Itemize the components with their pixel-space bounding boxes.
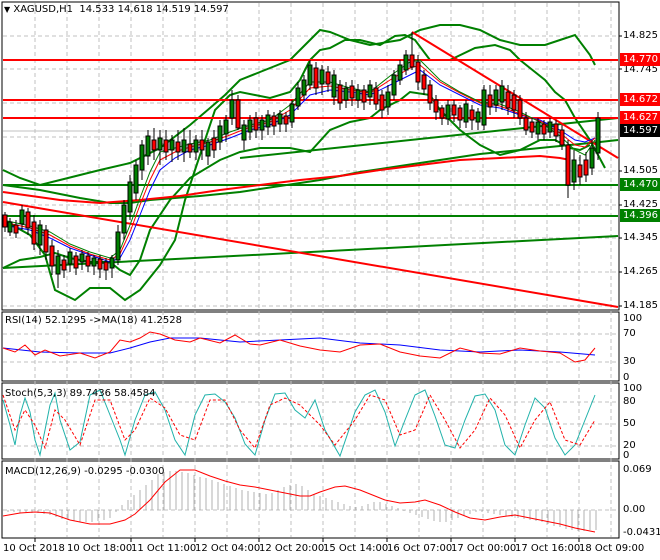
price-axis-label: 14.745 [623,64,658,75]
stoch-lines [2,389,596,458]
price-axis-label: 14.185 [623,300,658,311]
level-tag-resistance: 14.770 [620,53,660,66]
time-axis-label: 12 Oct 04:00 [195,543,261,554]
level-tag-resistance: 14.672 [620,93,660,106]
rsi-label: RSI(14) 52.1295 ->MA(18) 41.2528 [5,315,182,326]
time-axis-label: 17 Oct 16:00 [515,543,581,554]
time-axis-label: 16 Oct 07:00 [387,543,453,554]
macd-axis-label: 0.069 [623,464,652,475]
time-axis-label: 12 Oct 20:00 [259,543,325,554]
price-axis-label: 14.825 [623,30,658,41]
stoch-axis-label: 80 [623,396,636,407]
time-axis-label: 10 Oct 2018 [3,543,65,554]
price-axis-label: 14.425 [623,199,658,210]
candlesticks [2,32,601,288]
time-axis-label: 10 Oct 18:00 [67,543,133,554]
stoch-axis-label: 50 [623,418,636,429]
current-price-tag: 14.597 [620,124,660,137]
axis-ticks [34,35,622,542]
stoch-label: Stoch(5,3,3) 89.7436 58.4584 [5,388,156,399]
time-axis-label: 18 Oct 09:00 [579,543,645,554]
macd-histogram [7,471,597,531]
stoch-axis-label: 20 [623,440,636,451]
rsi-axis-label: 30 [623,356,636,367]
time-axis-label: 15 Oct 14:00 [323,543,389,554]
rsi-lines [2,331,596,363]
price-axis-label: 14.265 [623,266,658,277]
stoch-axis-label: 0 [623,450,630,461]
level-tag-support: 14.396 [620,209,660,222]
symbol-label: XAGUSD,H1 [13,4,74,15]
rsi-axis-label: 70 [623,328,636,339]
ohlc-values: 14.533 14.618 14.519 14.597 [79,4,229,15]
macd-signal-line [2,469,596,533]
stoch-axis-label: 100 [623,383,643,394]
macd-axis-label: 0.00 [623,504,646,515]
chart-header: ▼ XAGUSD,H1 14.533 14.618 14.519 14.597 [4,4,229,15]
price-axis-label: 14.345 [623,232,658,243]
rsi-axis-label: 100 [623,313,643,324]
macd-label: MACD(12,26,9) -0.0295 -0.0300 [5,466,165,477]
level-tag-support: 14.470 [620,178,660,191]
triangle-down-icon[interactable]: ▼ [4,5,11,14]
macd-axis-label: -0.0431 [623,527,660,538]
price-axis-label: 14.505 [623,165,658,176]
time-axis-label: 17 Oct 00:00 [451,543,517,554]
level-tag-resistance: 14.627 [620,111,660,124]
time-axis-label: 11 Oct 11:00 [131,543,197,554]
grid-vertical [34,3,612,537]
rsi-axis-label: 0 [623,372,630,383]
